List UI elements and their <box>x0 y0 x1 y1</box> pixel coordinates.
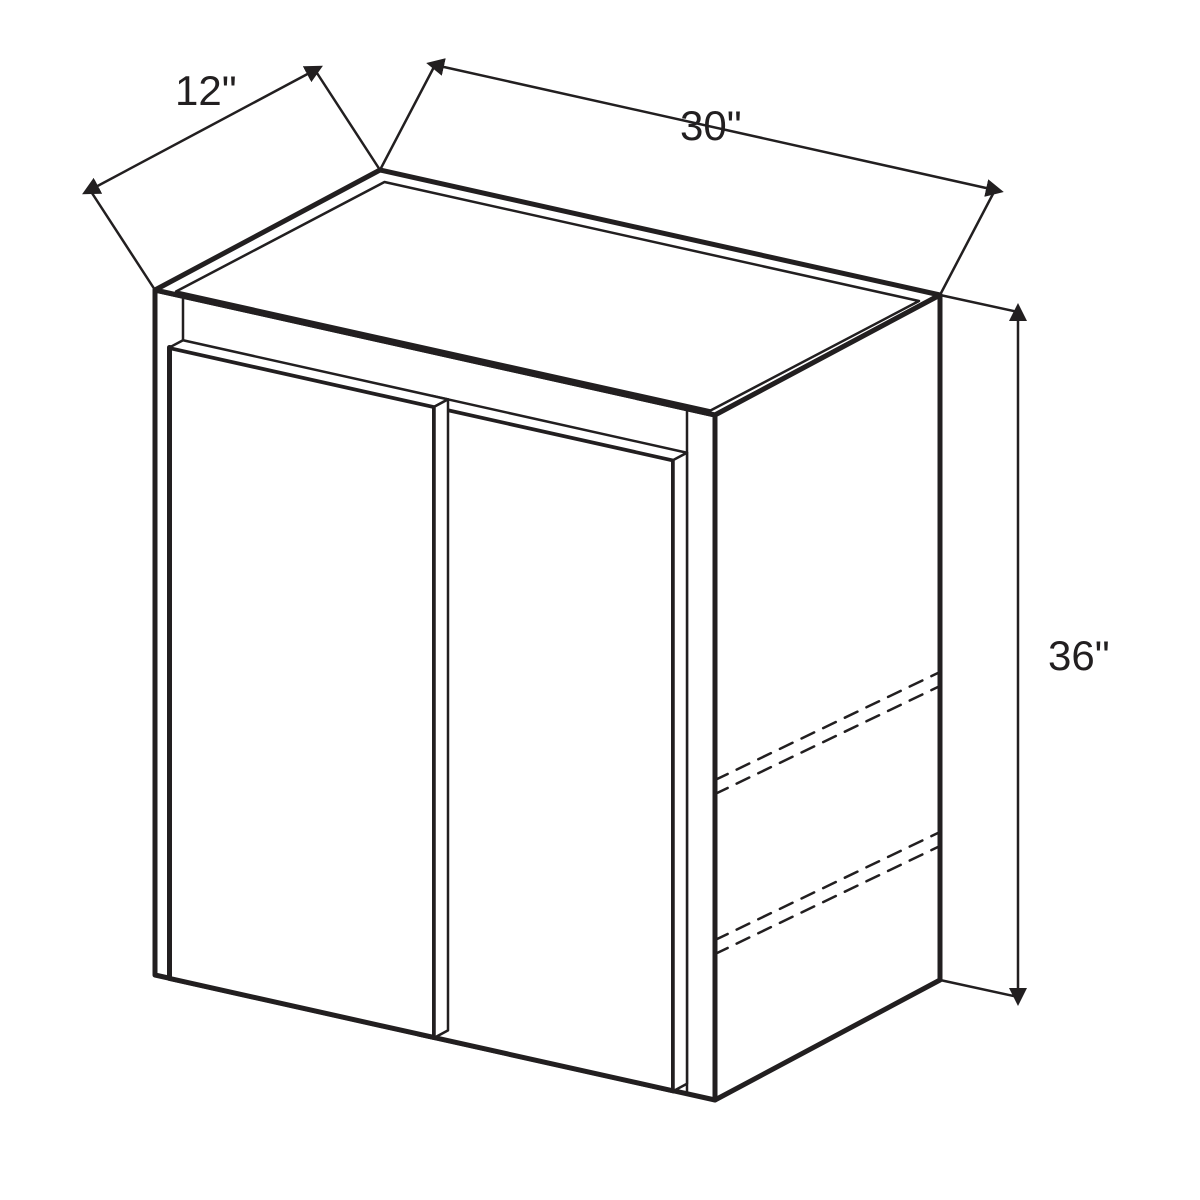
cabinet-technical-drawing: 12" 30" 36" <box>0 0 1200 1200</box>
dimension-label: 36" <box>1048 632 1110 679</box>
side-face <box>715 295 940 1100</box>
door-left <box>170 347 435 1037</box>
dimension-label: 12" <box>175 67 237 114</box>
dimension-label: 30" <box>680 102 742 149</box>
door-right <box>419 403 674 1091</box>
